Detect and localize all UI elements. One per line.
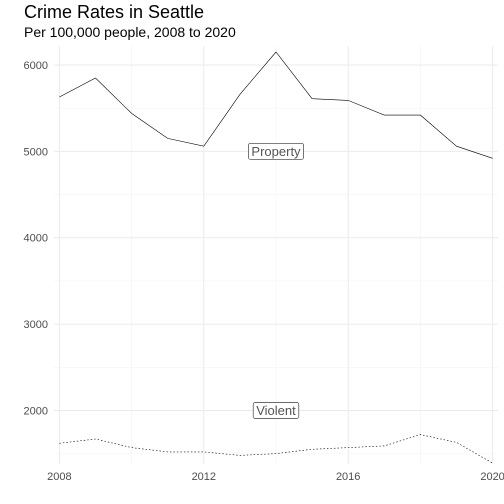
x-tick-label: 2016 [336, 471, 360, 483]
chart-title: Crime Rates in Seattle [24, 2, 204, 22]
x-tick-label: 2008 [47, 471, 71, 483]
y-tick-label: 4000 [24, 233, 48, 245]
chart-subtitle: Per 100,000 people, 2008 to 2020 [24, 24, 236, 40]
series-line-property [59, 51, 493, 159]
label-text: Violent [256, 403, 296, 418]
x-tick-label: 2012 [192, 471, 216, 483]
y-tick-label: 2000 [24, 405, 48, 417]
label-box [252, 402, 300, 419]
axes: 2008 2012 2016 2020 2000 3000 4000 5000 6000 [24, 60, 504, 483]
series-labels: Property Violent [248, 142, 304, 419]
series-label-property: Property [248, 142, 304, 160]
label-box [248, 142, 304, 160]
y-tick-label: 5000 [24, 146, 48, 158]
x-tick-label: 2020 [480, 471, 504, 483]
y-tick-label: 6000 [24, 60, 48, 72]
label-text: Property [251, 144, 301, 159]
y-tick-label: 3000 [24, 319, 48, 331]
series-label-violent: Violent [252, 402, 300, 419]
series-line-violent [59, 434, 493, 464]
series [59, 51, 493, 464]
grid [54, 46, 498, 464]
